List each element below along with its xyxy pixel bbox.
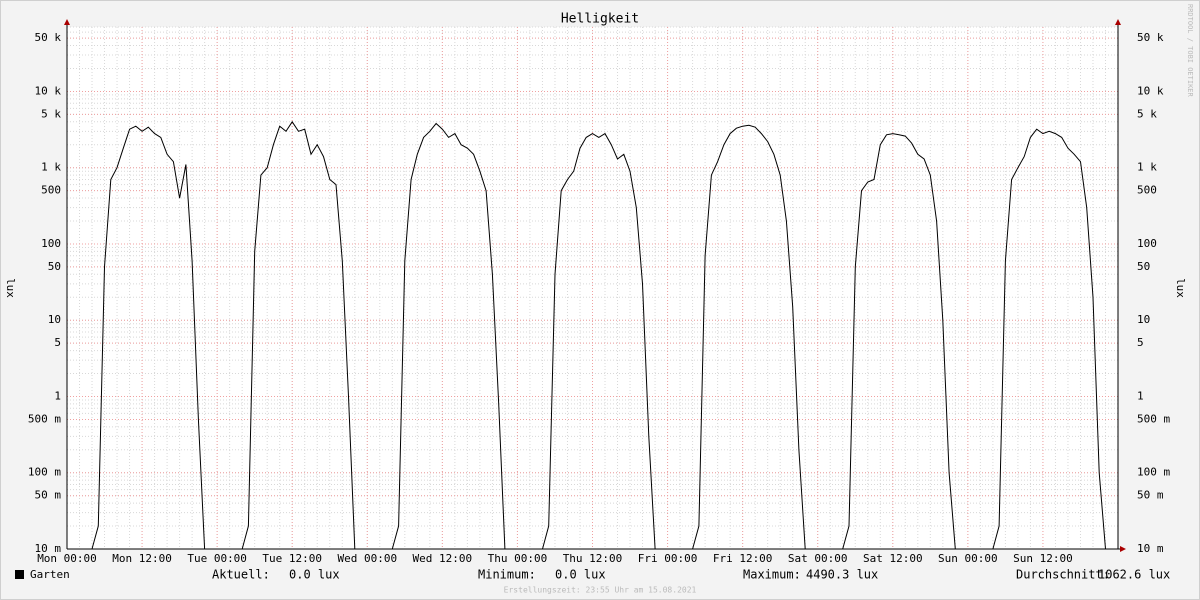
y-tick-label: 10 bbox=[48, 313, 61, 326]
legend-swatch bbox=[15, 570, 24, 579]
x-tick-label: Fri 12:00 bbox=[713, 552, 773, 565]
y-tick-label: 10 k bbox=[35, 84, 62, 97]
x-tick-label: Mon 00:00 bbox=[37, 552, 97, 565]
y-tick-label: 100 m bbox=[28, 466, 61, 479]
x-tick-label: Wed 12:00 bbox=[413, 552, 473, 565]
stat-label: Durchschnitt: bbox=[1016, 568, 1110, 582]
x-tick-label: Fri 00:00 bbox=[638, 552, 698, 565]
y-tick-label-right: 1 k bbox=[1137, 161, 1157, 174]
x-tick-label: Sat 00:00 bbox=[788, 552, 848, 565]
y-tick-label: 50 bbox=[48, 260, 61, 273]
stat-label: Maximum: bbox=[743, 568, 801, 582]
stat-label: Minimum: bbox=[478, 568, 536, 582]
y-tick-label: 5 bbox=[54, 336, 61, 349]
stat-value: 1062.6 lux bbox=[1098, 568, 1170, 582]
chart-title: Helligkeit bbox=[561, 12, 639, 27]
x-tick-label: Tue 00:00 bbox=[187, 552, 247, 565]
x-tick-label: Wed 00:00 bbox=[337, 552, 397, 565]
y-tick-label: 100 bbox=[41, 237, 61, 250]
y-tick-label-right: 500 bbox=[1137, 184, 1157, 197]
stat-value: 0.0 lux bbox=[555, 568, 606, 582]
x-tick-label: Thu 00:00 bbox=[488, 552, 548, 565]
y-tick-label-right: 50 m bbox=[1137, 489, 1164, 502]
y-tick-label-right: 5 bbox=[1137, 336, 1144, 349]
data-line bbox=[67, 120, 1112, 550]
y-axis-label-right: lux bbox=[1174, 278, 1187, 298]
y-tick-label: 50 k bbox=[35, 31, 62, 44]
stat-value: 0.0 lux bbox=[289, 568, 340, 582]
watermark: RRDTOOL / TOBI OETIKER bbox=[1186, 4, 1194, 98]
y-tick-label-right: 100 bbox=[1137, 237, 1157, 250]
x-tick-label: Sat 12:00 bbox=[863, 552, 923, 565]
y-axis-label: lux bbox=[4, 278, 17, 298]
y-tick-label-right: 10 k bbox=[1137, 84, 1164, 97]
y-tick-label-right: 50 k bbox=[1137, 31, 1164, 44]
y-tick-label: 500 bbox=[41, 184, 61, 197]
x-tick-label: Sun 12:00 bbox=[1013, 552, 1073, 565]
x-tick-label: Thu 12:00 bbox=[563, 552, 623, 565]
y-tick-label-right: 5 k bbox=[1137, 107, 1157, 120]
y-tick-label-right: 10 bbox=[1137, 313, 1150, 326]
axis-arrow bbox=[1115, 19, 1121, 25]
footer: Erstellungszeit: 23:55 Uhr am 15.08.2021 bbox=[504, 586, 697, 595]
axis-arrow bbox=[64, 19, 70, 25]
y-tick-label-right: 500 m bbox=[1137, 412, 1170, 425]
y-tick-label: 50 m bbox=[35, 489, 62, 502]
y-tick-label-right: 50 bbox=[1137, 260, 1150, 273]
y-tick-label-right: 1 bbox=[1137, 389, 1144, 402]
y-tick-label: 10 m bbox=[35, 542, 62, 555]
y-tick-label-right: 100 m bbox=[1137, 466, 1170, 479]
y-tick-label-right: 10 m bbox=[1137, 542, 1164, 555]
x-tick-label: Sun 00:00 bbox=[938, 552, 998, 565]
stat-label: Aktuell: bbox=[212, 568, 270, 582]
y-tick-label: 5 k bbox=[41, 107, 61, 120]
stat-value: 4490.3 lux bbox=[806, 568, 878, 582]
y-tick-label: 500 m bbox=[28, 412, 61, 425]
y-tick-label: 1 k bbox=[41, 161, 61, 174]
x-tick-label: Tue 12:00 bbox=[262, 552, 322, 565]
legend-label: Garten bbox=[30, 568, 70, 581]
y-tick-label: 1 bbox=[54, 389, 61, 402]
axis-arrow bbox=[1120, 546, 1126, 552]
x-tick-label: Mon 12:00 bbox=[112, 552, 172, 565]
